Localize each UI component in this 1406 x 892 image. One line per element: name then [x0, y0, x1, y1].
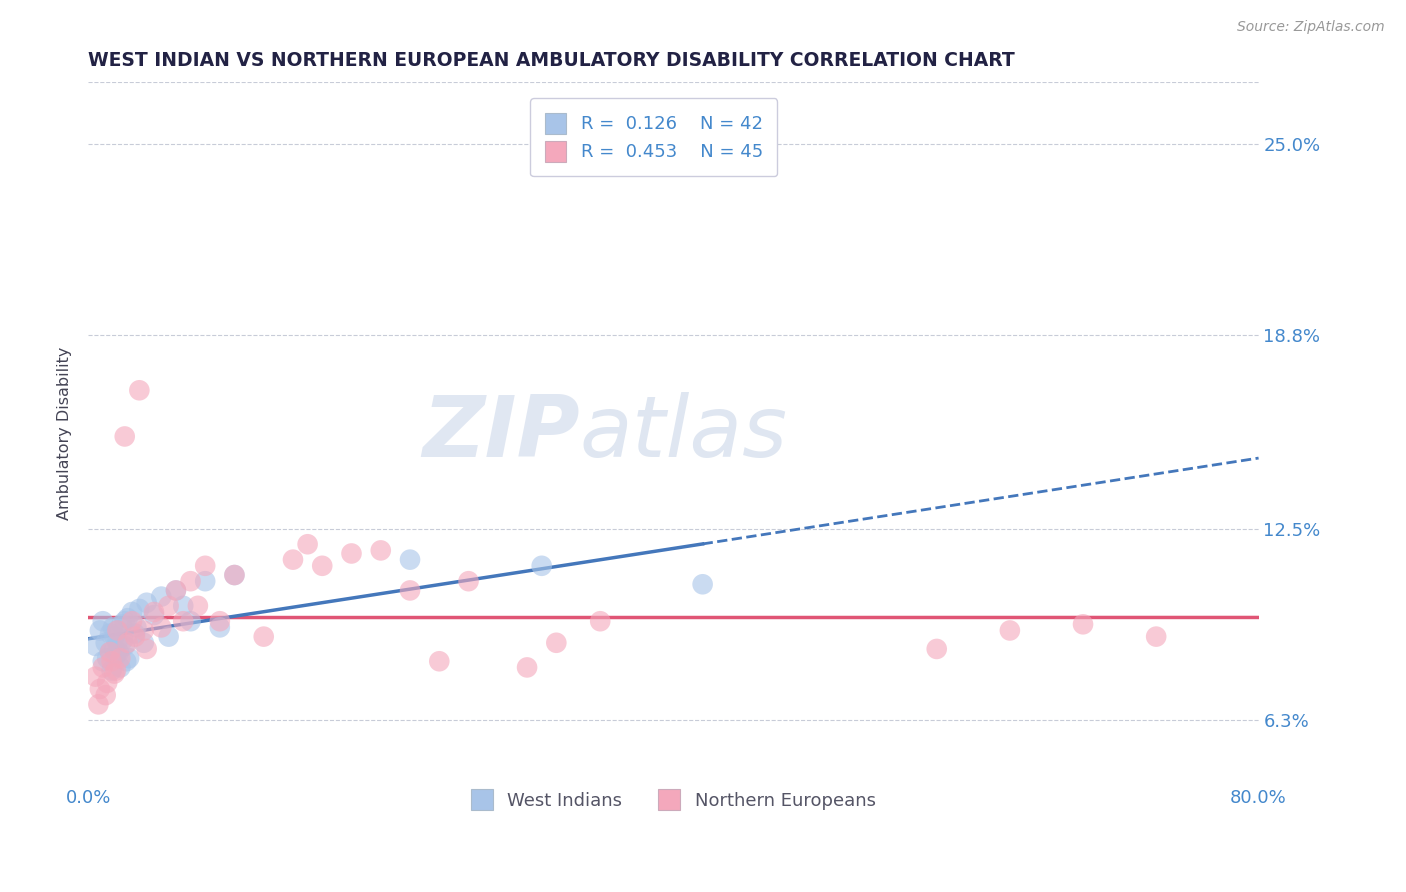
Point	[114, 429, 136, 443]
Point	[104, 664, 127, 678]
Point	[530, 558, 553, 573]
Text: ZIP: ZIP	[422, 392, 579, 475]
Point	[124, 630, 146, 644]
Point	[208, 614, 231, 628]
Point	[589, 614, 612, 628]
Point	[94, 636, 117, 650]
Point	[91, 654, 114, 668]
Point	[516, 660, 538, 674]
Point	[692, 577, 714, 591]
Point	[143, 605, 166, 619]
Point	[925, 642, 948, 657]
Point	[98, 645, 121, 659]
Point	[311, 558, 333, 573]
Point	[427, 654, 450, 668]
Point	[1144, 630, 1167, 644]
Point	[180, 614, 202, 628]
Point	[157, 599, 180, 613]
Point	[172, 599, 194, 613]
Point	[89, 624, 111, 638]
Point	[91, 660, 114, 674]
Point	[132, 624, 155, 638]
Point	[117, 611, 139, 625]
Point	[194, 574, 217, 589]
Point	[457, 574, 479, 589]
Point	[112, 632, 135, 647]
Point	[125, 620, 148, 634]
Point	[104, 648, 127, 662]
Point	[84, 639, 107, 653]
Point	[98, 626, 121, 640]
Point	[101, 620, 124, 634]
Point	[224, 568, 246, 582]
Point	[89, 681, 111, 696]
Point	[399, 583, 422, 598]
Point	[128, 602, 150, 616]
Point	[87, 698, 110, 712]
Point	[124, 626, 146, 640]
Point	[135, 596, 157, 610]
Point	[150, 590, 173, 604]
Point	[180, 574, 202, 589]
Point	[1071, 617, 1094, 632]
Point	[399, 552, 422, 566]
Point	[194, 558, 217, 573]
Point	[98, 645, 121, 659]
Point	[110, 660, 132, 674]
Point	[96, 651, 118, 665]
Point	[172, 614, 194, 628]
Point	[150, 620, 173, 634]
Point	[370, 543, 392, 558]
Point	[224, 568, 246, 582]
Point	[110, 651, 132, 665]
Point	[84, 670, 107, 684]
Point	[108, 645, 131, 659]
Point	[117, 636, 139, 650]
Text: WEST INDIAN VS NORTHERN EUROPEAN AMBULATORY DISABILITY CORRELATION CHART: WEST INDIAN VS NORTHERN EUROPEAN AMBULAT…	[89, 51, 1015, 70]
Legend: West Indians, Northern Europeans: West Indians, Northern Europeans	[457, 775, 890, 824]
Point	[103, 630, 125, 644]
Point	[340, 546, 363, 560]
Point	[100, 664, 122, 678]
Point	[121, 614, 143, 628]
Point	[103, 666, 125, 681]
Point	[157, 630, 180, 644]
Point	[165, 583, 187, 598]
Point	[128, 384, 150, 398]
Point	[107, 636, 129, 650]
Point	[91, 614, 114, 628]
Point	[135, 642, 157, 657]
Point	[297, 537, 319, 551]
Point	[143, 608, 166, 623]
Point	[100, 654, 122, 668]
Point	[281, 552, 304, 566]
Point	[107, 624, 129, 638]
Point	[96, 675, 118, 690]
Point	[114, 639, 136, 653]
Point	[187, 599, 209, 613]
Point	[165, 583, 187, 598]
Point	[998, 624, 1021, 638]
Point	[94, 688, 117, 702]
Point	[132, 636, 155, 650]
Y-axis label: Ambulatory Disability: Ambulatory Disability	[58, 347, 72, 520]
Text: atlas: atlas	[579, 392, 787, 475]
Point	[253, 630, 276, 644]
Point	[107, 624, 129, 638]
Point	[546, 636, 568, 650]
Point	[103, 642, 125, 657]
Point	[118, 651, 141, 665]
Point	[121, 605, 143, 619]
Point	[111, 617, 134, 632]
Text: Source: ZipAtlas.com: Source: ZipAtlas.com	[1237, 20, 1385, 34]
Point	[115, 654, 138, 668]
Point	[114, 614, 136, 628]
Point	[208, 620, 231, 634]
